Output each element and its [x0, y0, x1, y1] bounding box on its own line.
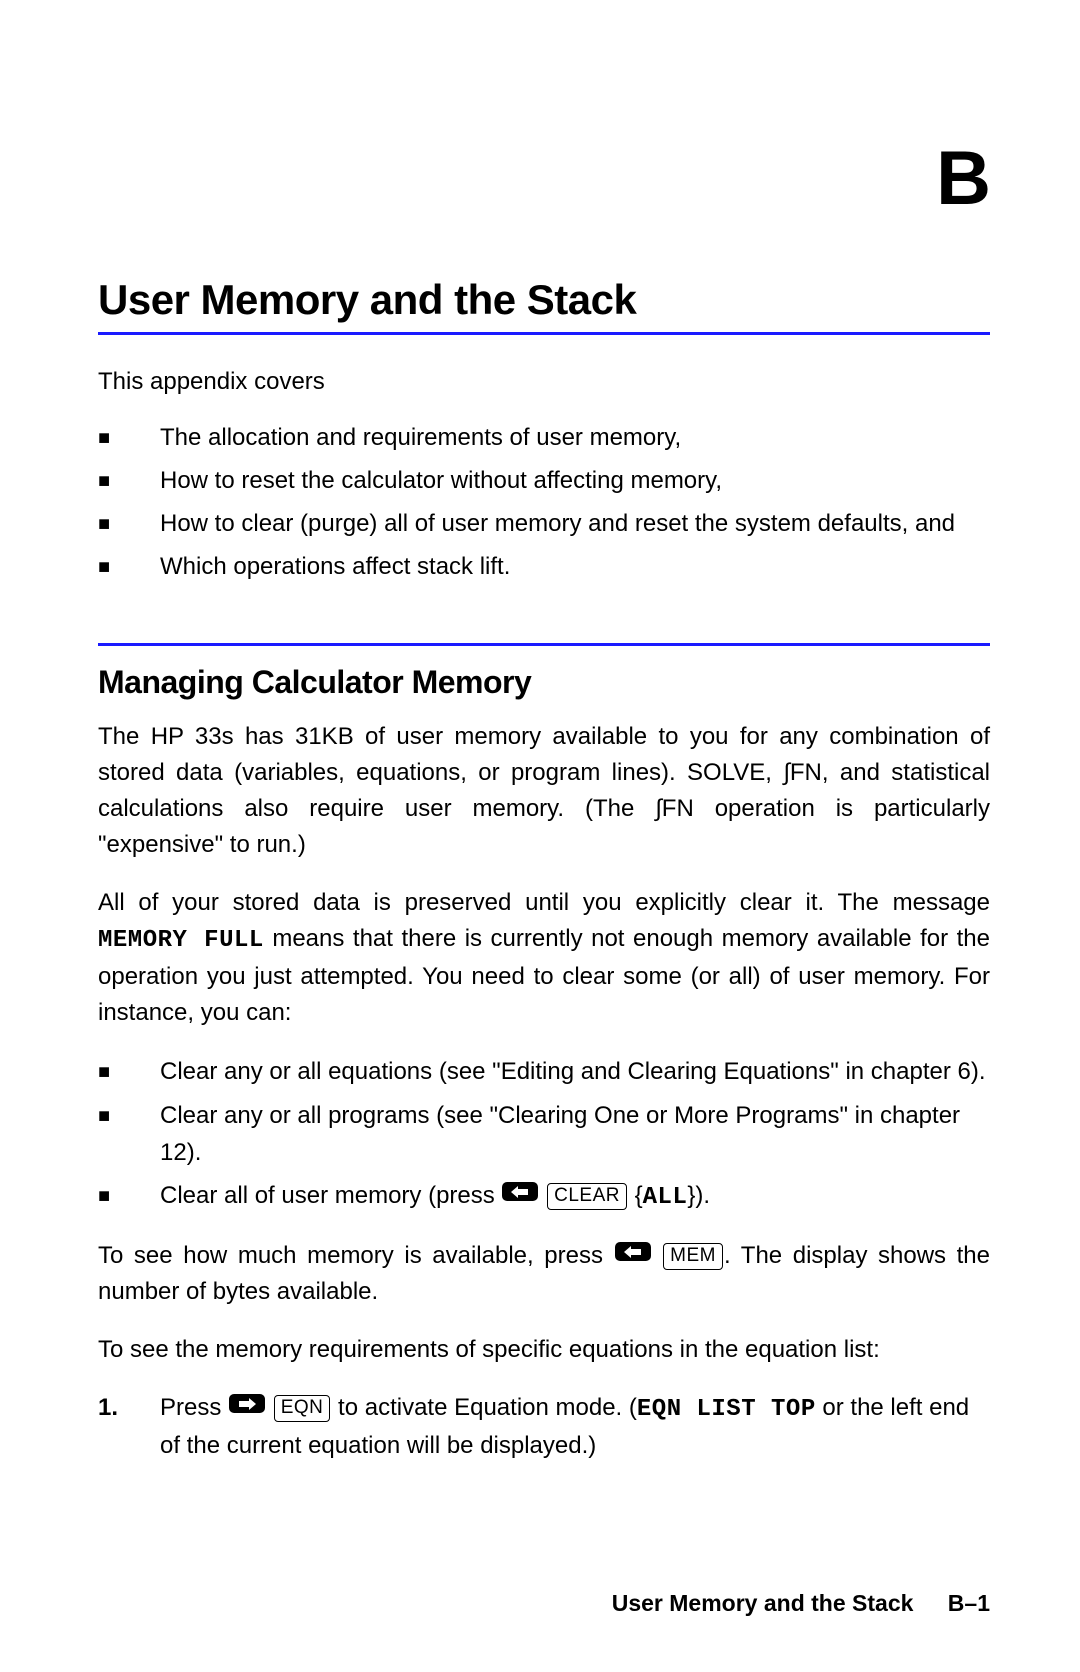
step-number: 1. [98, 1390, 118, 1426]
appendix-letter: B [98, 135, 990, 222]
intro-bullet-list: The allocation and requirements of user … [98, 419, 990, 586]
text-run: Clear all of user memory (press [160, 1182, 501, 1209]
list-item: How to clear (purge) all of user memory … [98, 505, 990, 542]
clear-key: CLEAR [547, 1183, 627, 1210]
intro-text: This appendix covers [98, 365, 990, 399]
mem-key: MEM [663, 1243, 723, 1270]
lcd-text: ALL [643, 1184, 688, 1211]
section-title: Managing Calculator Memory [98, 664, 990, 701]
ordered-list: 1. Press EQN to activate Equation mode. … [98, 1390, 990, 1464]
page-title: User Memory and the Stack [98, 276, 990, 335]
right-shift-key-icon [229, 1394, 265, 1413]
list-item: Clear all of user memory (press CLEAR {A… [98, 1177, 990, 1216]
list-item: Clear any or all programs (see "Clearing… [98, 1097, 990, 1171]
page-footer: User Memory and the Stack B–1 [612, 1590, 990, 1617]
lcd-text: MEMORY FULL [98, 927, 264, 954]
text-run: Press [160, 1394, 228, 1421]
list-item: Clear any or all equations (see "Editing… [98, 1053, 990, 1090]
list-item: 1. Press EQN to activate Equation mode. … [98, 1390, 990, 1464]
left-shift-key-icon [502, 1182, 538, 1201]
list-item: How to reset the calculator without affe… [98, 462, 990, 499]
text-run: to activate Equation mode. ( [331, 1394, 637, 1421]
section-divider [98, 643, 990, 646]
text-run: }). [687, 1182, 710, 1209]
footer-title: User Memory and the Stack [612, 1590, 914, 1616]
footer-page-number: B–1 [948, 1590, 990, 1616]
text-run: All of your stored data is preserved unt… [98, 889, 990, 916]
list-item: Which operations affect stack lift. [98, 548, 990, 585]
action-bullet-list: Clear any or all equations (see "Editing… [98, 1053, 990, 1216]
lcd-text: EQN LIST TOP [637, 1396, 816, 1423]
paragraph: The HP 33s has 31KB of user memory avail… [98, 719, 990, 863]
list-item: The allocation and requirements of user … [98, 419, 990, 456]
text-run: { [628, 1182, 643, 1209]
eqn-key: EQN [274, 1395, 331, 1422]
paragraph: To see the memory requirements of specif… [98, 1332, 990, 1368]
text-run: To see how much memory is available, pre… [98, 1242, 614, 1269]
left-shift-key-icon [615, 1242, 651, 1261]
paragraph: All of your stored data is preserved unt… [98, 885, 990, 1031]
paragraph: To see how much memory is available, pre… [98, 1238, 990, 1310]
